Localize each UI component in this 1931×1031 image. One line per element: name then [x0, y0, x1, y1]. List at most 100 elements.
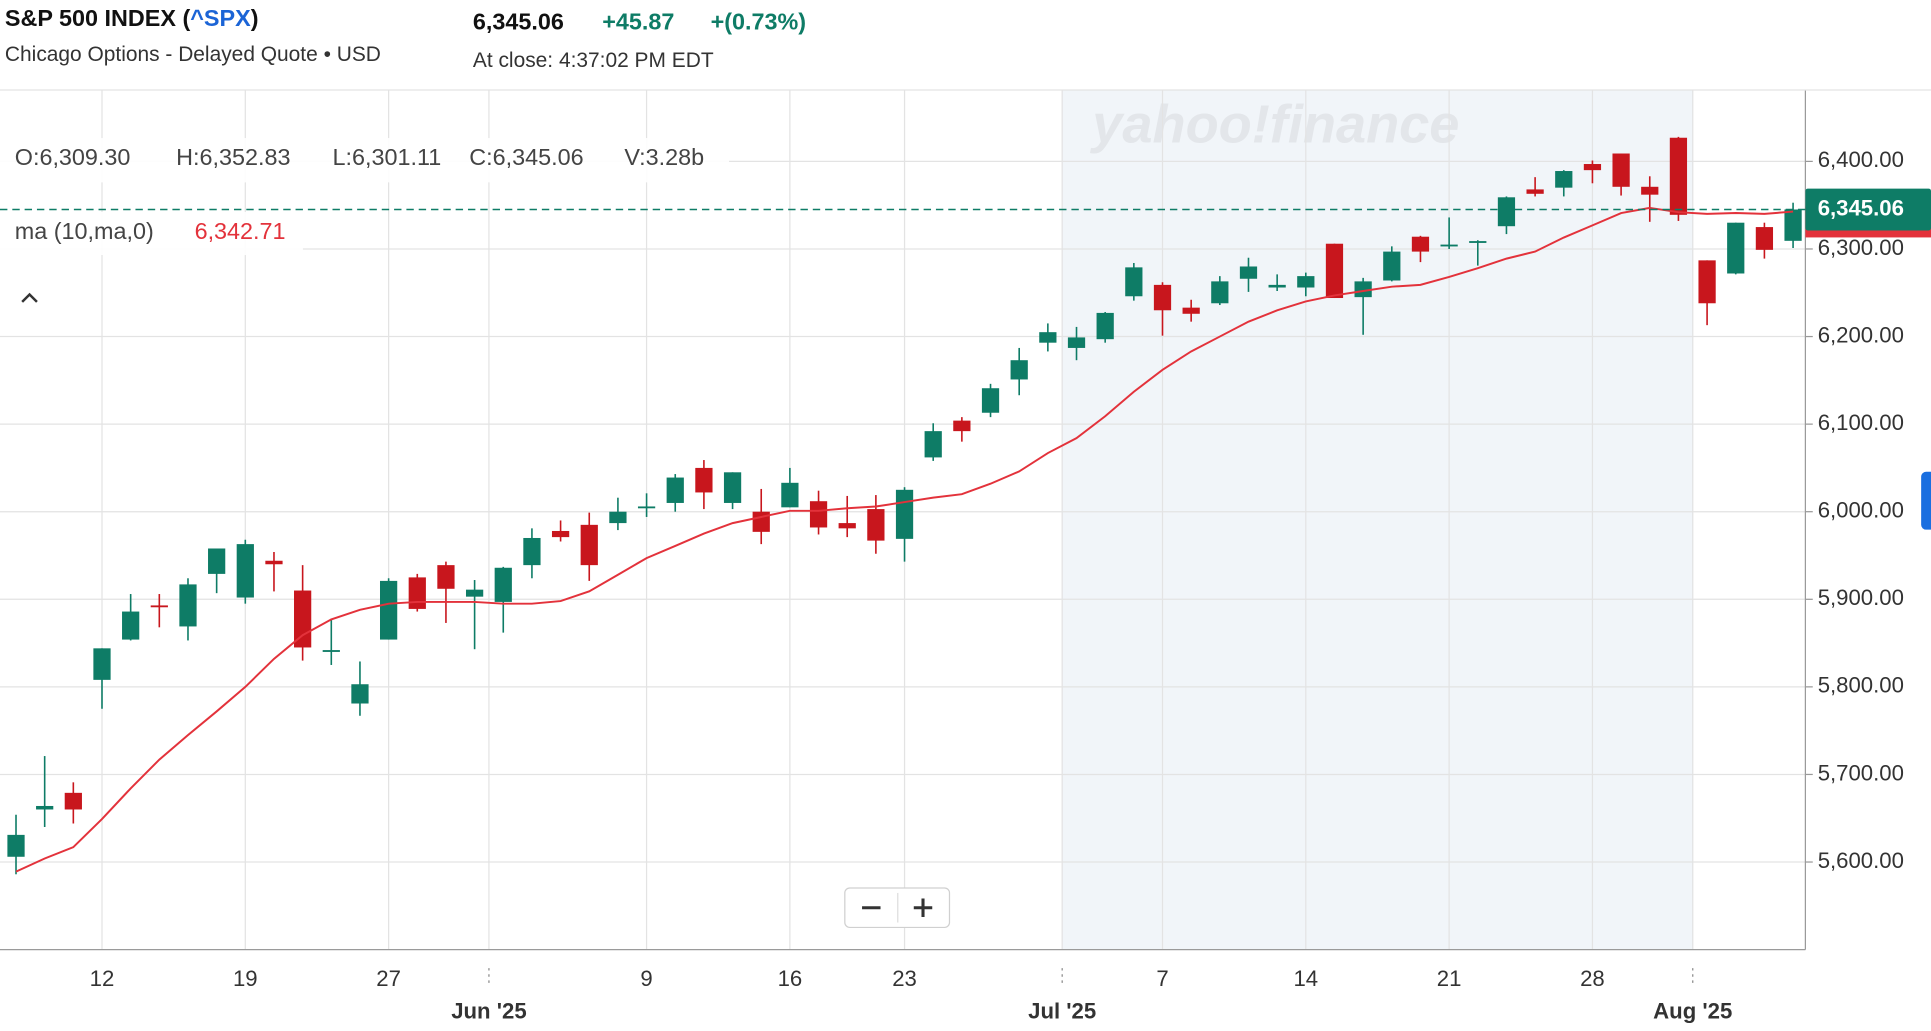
symbol[interactable]: ^SPX — [190, 5, 251, 31]
candle-body — [723, 472, 742, 503]
candle-body — [122, 611, 140, 640]
candle-body — [1469, 241, 1487, 243]
x-tick-label: 14 — [1293, 966, 1318, 991]
candle-body — [781, 482, 799, 508]
candle-body — [523, 537, 541, 566]
title-prefix: S&P 500 INDEX ( — [5, 5, 191, 31]
candle-body — [1411, 236, 1430, 252]
y-tick-label: 5,900.00 — [1818, 585, 1904, 610]
candle-body — [666, 477, 684, 503]
candle-body — [1526, 189, 1544, 194]
candle-body — [236, 544, 254, 598]
candle-body — [1268, 284, 1286, 288]
x-tick-label: 23 — [892, 966, 917, 991]
x-tick-label: 7 — [1156, 966, 1168, 991]
candle-body — [609, 511, 627, 524]
close-time: At close: 4:37:02 PM EDT — [473, 49, 714, 72]
y-tick-label: 6,400.00 — [1818, 147, 1904, 172]
y-tick-label: 6,300.00 — [1818, 235, 1904, 260]
title: S&P 500 INDEX (^SPX) — [5, 5, 259, 31]
x-tick-label: 16 — [778, 966, 803, 991]
candle-body — [1555, 171, 1573, 188]
candle-body — [1383, 251, 1401, 281]
candle-body — [208, 548, 226, 574]
ma-legend-bg — [0, 211, 303, 256]
candle-body — [1497, 197, 1516, 227]
x-tick-label: 21 — [1437, 966, 1462, 991]
zoom-in[interactable] — [913, 898, 933, 917]
candle-body — [351, 684, 369, 704]
candle-body — [637, 506, 656, 509]
candle-body — [64, 792, 82, 810]
candle-body — [1297, 276, 1315, 288]
ma-line — [15, 206, 1794, 873]
y-tick-label: 5,800.00 — [1818, 673, 1904, 698]
ma-legend-name: ma (10,ma,0) — [15, 218, 154, 244]
month-label: Jul '25 — [1028, 998, 1096, 1023]
candle-body — [1755, 227, 1774, 250]
candle-body — [1641, 186, 1659, 195]
candle-body — [1669, 137, 1688, 215]
x-tick-label: 28 — [1580, 966, 1605, 991]
x-tick-label: 19 — [233, 966, 258, 991]
y-tick-label: 6,000.00 — [1818, 498, 1904, 523]
candle-body — [437, 565, 455, 589]
candle-body — [809, 501, 828, 528]
ohlc-label: L:6,301.11 — [333, 144, 442, 170]
watermark: yahoo!finance — [1089, 95, 1459, 155]
change-percent: +(0.73%) — [711, 9, 807, 35]
candle-body — [1067, 337, 1086, 348]
candle-body — [150, 605, 168, 608]
candle-body — [1010, 360, 1028, 380]
candle-body — [1182, 307, 1200, 314]
candle-body — [1153, 284, 1172, 311]
background: yahoo!finance — [0, 90, 1806, 950]
candle-body — [981, 388, 1000, 413]
price: 6,345.06 — [473, 9, 564, 35]
change: +45.87 — [602, 9, 674, 35]
y-tick-label: 6,200.00 — [1818, 322, 1904, 347]
candle-body — [1125, 267, 1143, 297]
candle-body — [1211, 281, 1229, 304]
candle-body — [379, 580, 398, 640]
candle-body — [580, 524, 598, 566]
candle-body — [924, 431, 942, 458]
candle-body — [1440, 244, 1458, 247]
month-label: Aug '25 — [1653, 998, 1732, 1023]
candle-body — [36, 805, 54, 810]
x-tick-label: 9 — [640, 966, 652, 991]
candle-body — [1727, 222, 1745, 274]
candle-body — [838, 523, 856, 529]
ohlc-label: O:6,309.30 — [15, 144, 131, 170]
candle-body — [1096, 312, 1114, 340]
candle-body — [1239, 266, 1258, 279]
title-suffix: ) — [251, 5, 259, 31]
candle-body — [867, 509, 885, 541]
candle-body — [7, 834, 25, 857]
price-box — [1805, 188, 1931, 231]
x-tick-label: 12 — [90, 966, 115, 991]
candle-body — [465, 589, 484, 597]
candle-body — [1583, 164, 1602, 171]
candle-body — [179, 584, 197, 627]
candle-body — [1784, 209, 1802, 241]
candle-body — [408, 577, 426, 609]
collapse-icon[interactable] — [21, 292, 38, 303]
candle-body — [494, 567, 512, 602]
candle-body — [953, 420, 971, 432]
y-tick-label: 5,600.00 — [1818, 848, 1904, 873]
candle-body — [551, 530, 570, 538]
month-shade — [1062, 90, 1693, 950]
candle-body — [93, 648, 111, 680]
legend-bg — [0, 138, 730, 183]
candle-body — [895, 489, 914, 539]
side-tab[interactable] — [1921, 471, 1931, 530]
price-box-label: 6,345.06 — [1818, 195, 1904, 220]
ohlc-label: C:6,345.06 — [469, 144, 583, 170]
candle-body — [1612, 153, 1630, 187]
ohlc-label: V:3.28b — [624, 144, 704, 170]
y-tick-label: 6,100.00 — [1818, 410, 1904, 435]
candle-body — [695, 467, 713, 493]
